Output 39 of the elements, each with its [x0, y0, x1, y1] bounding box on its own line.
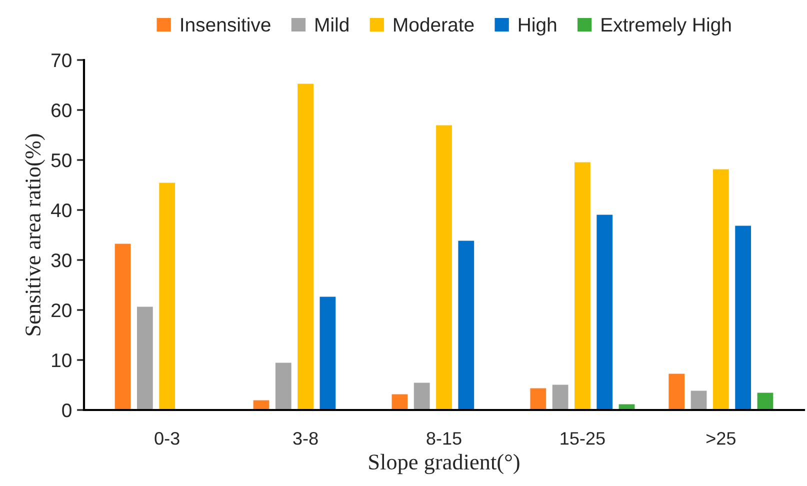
bar [296, 82, 315, 410]
legend-label: High [518, 17, 556, 36]
y-tick-label: 70 [52, 53, 72, 68]
y-tick-label: 40 [51, 203, 72, 218]
bar [318, 295, 338, 410]
legend-label: Extremely High [602, 17, 731, 36]
x-tick-label: 8-15 [426, 432, 462, 445]
bar [456, 239, 476, 410]
legend-label: Mild [316, 17, 348, 32]
legend-label: Moderate [394, 17, 474, 32]
bar [734, 224, 752, 410]
bar [667, 372, 686, 410]
y-tick-label: 50 [51, 153, 72, 168]
x-tick-label: 3-8 [293, 432, 318, 445]
bar [434, 124, 454, 410]
y-tick-label: 20 [52, 303, 72, 318]
bar [595, 213, 614, 410]
y-tick-label: 0 [62, 403, 72, 418]
bar [113, 242, 132, 410]
x-tick-label: >25 [706, 432, 736, 445]
bar [136, 305, 154, 410]
x-tick-label: 15-25 [560, 432, 605, 445]
bar [712, 168, 730, 410]
bar [274, 361, 293, 410]
bar [689, 389, 708, 410]
x-axis-title: Slope gradient(°) [369, 454, 520, 474]
bar [528, 386, 548, 410]
bar [412, 381, 432, 410]
y-tick-label: 10 [52, 353, 72, 368]
bar [756, 391, 775, 410]
bar [390, 392, 410, 410]
bar [158, 181, 176, 410]
legend-label: Insensitive [181, 17, 270, 32]
bar [573, 160, 592, 410]
bar [550, 383, 570, 410]
y-tick-label: 30 [51, 253, 72, 268]
x-tick-label: 0-3 [154, 432, 180, 445]
y-axis-title: Sensitive area ratio(%) [24, 134, 46, 336]
y-tick-label: 60 [52, 103, 72, 118]
